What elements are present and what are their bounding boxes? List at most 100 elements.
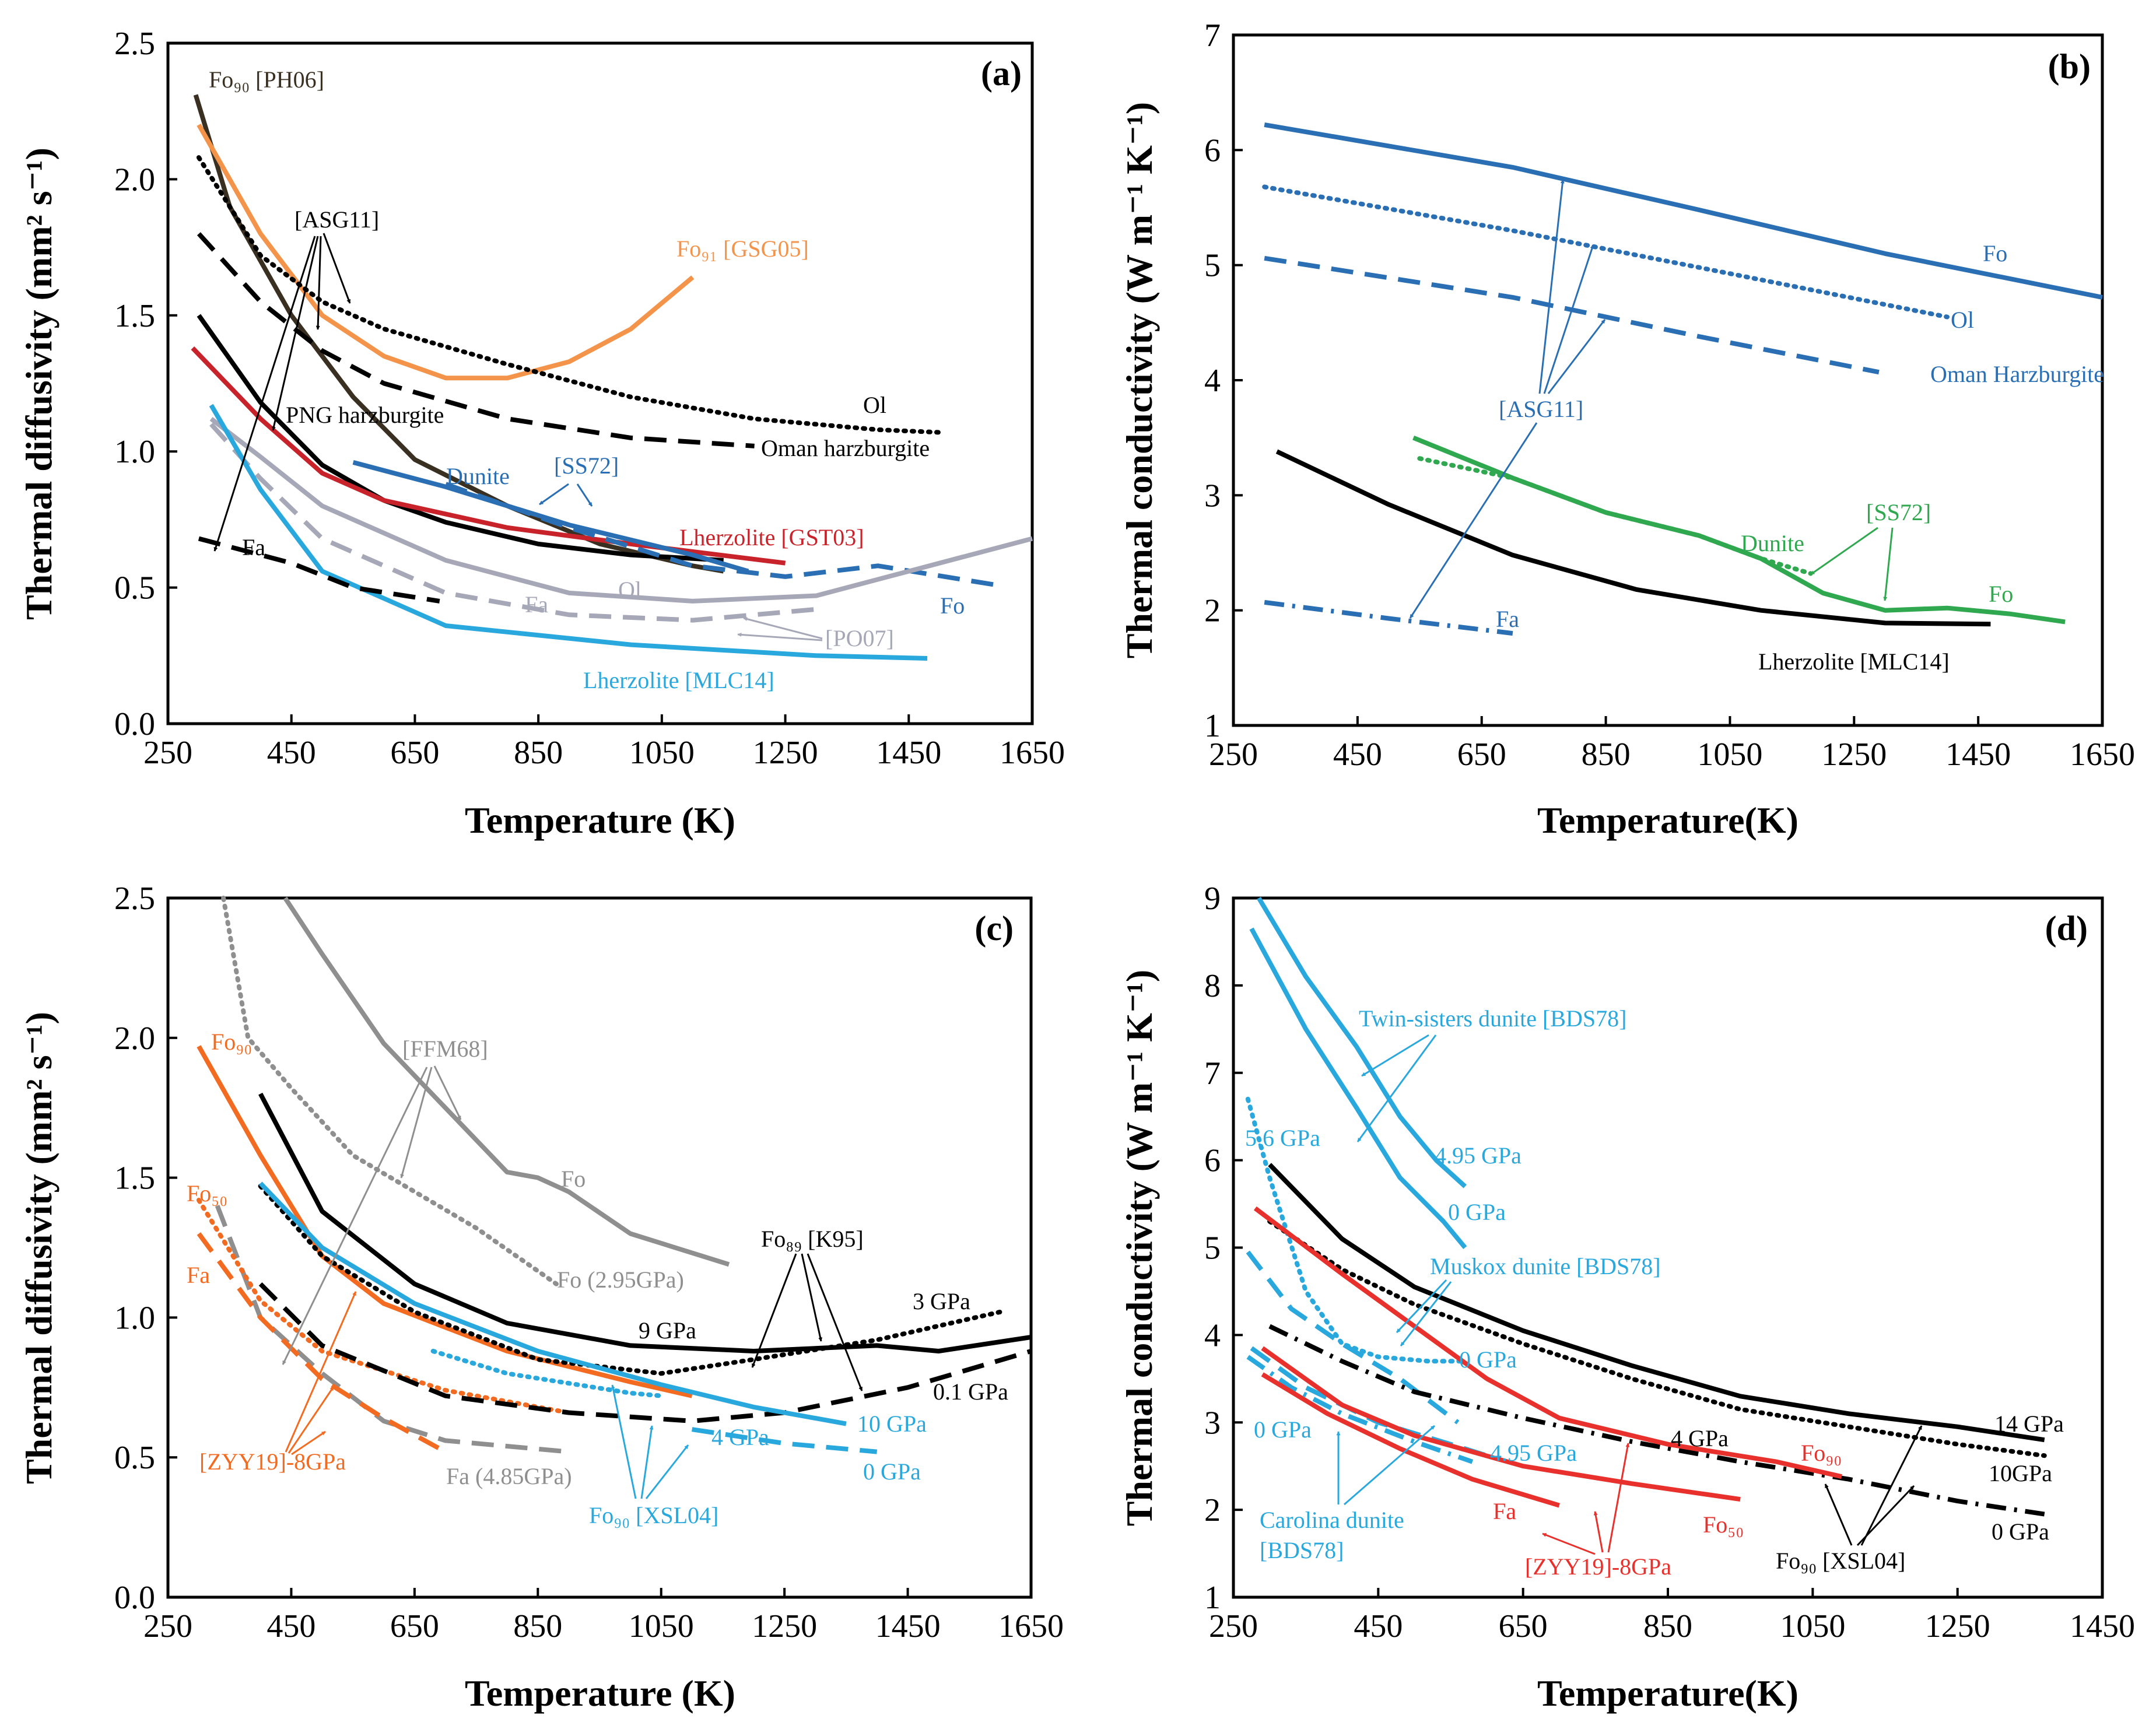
annotations: Fo₉₀ [PH06] [ASG11] Fo₉₁ [GSG05] Ol Oman… — [209, 66, 965, 693]
arrow-asg11-1 — [1538, 179, 1565, 394]
x-tick-label: 850 — [514, 735, 563, 771]
label-dunite: Dunite — [1741, 530, 1804, 556]
label-0gpa-xsl04: 0 GPa — [1992, 1518, 2049, 1545]
label-fa-4-85gpa: Fa (4.85GPa) — [446, 1463, 572, 1489]
label-14gpa: 14 GPa — [1994, 1411, 2064, 1437]
label-4-95gpa-carolina: 4.95 GPa — [1490, 1440, 1577, 1466]
series-line-8 — [258, 1282, 1032, 1423]
x-tick-label: 250 — [1209, 737, 1258, 773]
series-group — [191, 94, 1033, 661]
label-oman-harzburgite: Oman Harzburgite — [1930, 361, 2104, 387]
series-line-10 — [430, 1349, 664, 1398]
series-line-0 — [283, 896, 730, 1267]
x-tick-label: 450 — [1354, 1608, 1403, 1644]
x-tick-label: 1050 — [629, 1608, 694, 1644]
x-tick-label: 250 — [1209, 1608, 1258, 1644]
series-line-3 — [1264, 599, 1513, 636]
series-group — [1262, 122, 2103, 636]
y-tick-label: 6 — [1204, 132, 1221, 169]
label-ss72: [SS72] — [554, 453, 619, 479]
axis-ticks: 250 450 650 850 1050 1250 1450 1650 0.0 0.5 1.0 1.5… — [114, 26, 1065, 771]
label-fo-2-95gpa: Fo (2.95GPa) — [557, 1267, 684, 1293]
series-line-10 — [209, 404, 928, 661]
arrow-asg11-3 — [272, 236, 319, 431]
annotations: [FFM68] Fo Fo (2.95GPa) Fo₉₀ Fo₅₀ Fa Fo₈… — [187, 1029, 1008, 1528]
y-tick-label: 5 — [1204, 1230, 1221, 1267]
x-tick-label: 1250 — [1925, 1608, 1990, 1644]
label-fo90: Fo₉₀ — [211, 1029, 252, 1055]
label-muskox-dunite: Muskox dunite [BDS78] — [1430, 1253, 1661, 1279]
x-tick-label: 650 — [1499, 1608, 1548, 1644]
y-tick-label: 0.0 — [114, 706, 155, 742]
label-ol: Ol — [1951, 307, 1974, 333]
series-line-1 — [221, 896, 559, 1286]
arrow-asg11-4 — [213, 236, 316, 552]
label-fo89-k95: Fo₈₉ [K95] — [761, 1226, 864, 1252]
series-line-0 — [1257, 896, 1467, 1188]
x-tick-label: 1250 — [752, 1608, 817, 1644]
axis-ticks: 250 450 650 850 1050 1250 1450 1 2 3 4 5 6 7 8 9 — [1204, 881, 2135, 1644]
label-ffm68: [FFM68] — [402, 1036, 488, 1062]
arrow-po07-1 — [743, 617, 823, 640]
series-line-8 — [1268, 1324, 2045, 1517]
series-group — [1245, 896, 2047, 1517]
label-5-6gpa: 5.6 GPa — [1245, 1125, 1320, 1151]
label-10gpa: 10GPa — [1989, 1460, 2052, 1486]
x-tick-label: 650 — [390, 735, 439, 771]
panel-label: (c) — [974, 909, 1014, 948]
y-tick-label: 7 — [1204, 1055, 1221, 1092]
arrow-ffm68-3 — [282, 1067, 428, 1365]
x-tick-label: 650 — [1457, 737, 1506, 773]
series-line-5 — [1417, 456, 1813, 576]
arrow-ss72-1 — [1810, 527, 1878, 576]
series-line-3 — [197, 1045, 693, 1398]
label-fa: Fa — [1493, 1498, 1516, 1524]
arrow-muskox-1 — [1396, 1279, 1447, 1334]
label-0gpa-muskox: 0 GPa — [1459, 1346, 1517, 1373]
y-tick-label: 4 — [1204, 363, 1221, 399]
label-9gpa: 9 GPa — [639, 1317, 696, 1344]
y-tick-label: 1.5 — [114, 1160, 155, 1197]
label-4-95gpa-twin: 4.95 GPa — [1435, 1142, 1522, 1169]
x-tick-label: 1450 — [1945, 737, 2011, 773]
arrow-ffm68-2 — [400, 1067, 433, 1179]
y-tick-label: 3 — [1204, 478, 1221, 514]
arrow-asg11-2 — [1543, 244, 1594, 394]
x-tick-label: 850 — [1582, 737, 1631, 773]
arrow-ffm68-1 — [433, 1065, 462, 1120]
arrow-zyy-2 — [1593, 1511, 1604, 1553]
x-tick-label: 450 — [1333, 737, 1382, 773]
x-tick-label: 1650 — [2070, 737, 2135, 773]
series-line-0 — [1264, 122, 2103, 300]
label-ss72: [SS72] — [1866, 499, 1931, 525]
label-lherzolite-mlc14: Lherzolite [MLC14] — [1758, 648, 1950, 675]
arrow-ss72-2 — [576, 483, 593, 507]
arrow-asg11-2 — [315, 236, 322, 330]
plot-frame — [1232, 896, 2104, 1599]
series-line-4 — [197, 314, 724, 563]
label-0gpa-twin: 0 GPa — [1448, 1199, 1506, 1225]
arrow-muskox-2 — [1400, 1281, 1452, 1346]
series-line-6 — [1268, 1163, 2045, 1443]
arrow-xsl04-1 — [1824, 1483, 1853, 1546]
axis-ticks: 250 450 650 850 1050 1250 1450 1650 1 2 3 4 5 6 7 — [1204, 17, 2135, 773]
y-axis-label: Thermal diffusivity (mm² s⁻¹) — [18, 1012, 59, 1484]
label-fo90: Fo₉₀ — [1801, 1440, 1842, 1466]
series-line-6 — [258, 1092, 1032, 1353]
arrow-xsl04-3 — [1860, 1425, 1923, 1546]
label-0gpa: 0 GPa — [863, 1458, 921, 1485]
series-line-2 — [215, 1205, 569, 1454]
y-tick-label: 0.0 — [114, 1580, 155, 1616]
series-line-2 — [1245, 1096, 1468, 1364]
arrow-asg11-1 — [322, 233, 351, 304]
arrow-zyy-3 — [1607, 1443, 1630, 1553]
label-0-1gpa: 0.1 GPa — [933, 1379, 1008, 1405]
y-tick-label: 1.0 — [114, 1300, 155, 1336]
arrow-twin-1 — [1361, 1034, 1429, 1077]
x-tick-label: 1650 — [1000, 735, 1065, 771]
label-fo91-gsg05: Fo₉₁ [GSG05] — [676, 236, 809, 262]
axis-ticks: 250 450 650 850 1050 1250 1450 1650 0.0 0.5 1.0 1.5… — [114, 881, 1064, 1644]
label-zyy19-8gpa: [ZYY19]-8GPa — [1525, 1553, 1671, 1580]
arrow-xsl04-2 — [640, 1425, 654, 1499]
label-fo: Fo — [561, 1166, 586, 1192]
